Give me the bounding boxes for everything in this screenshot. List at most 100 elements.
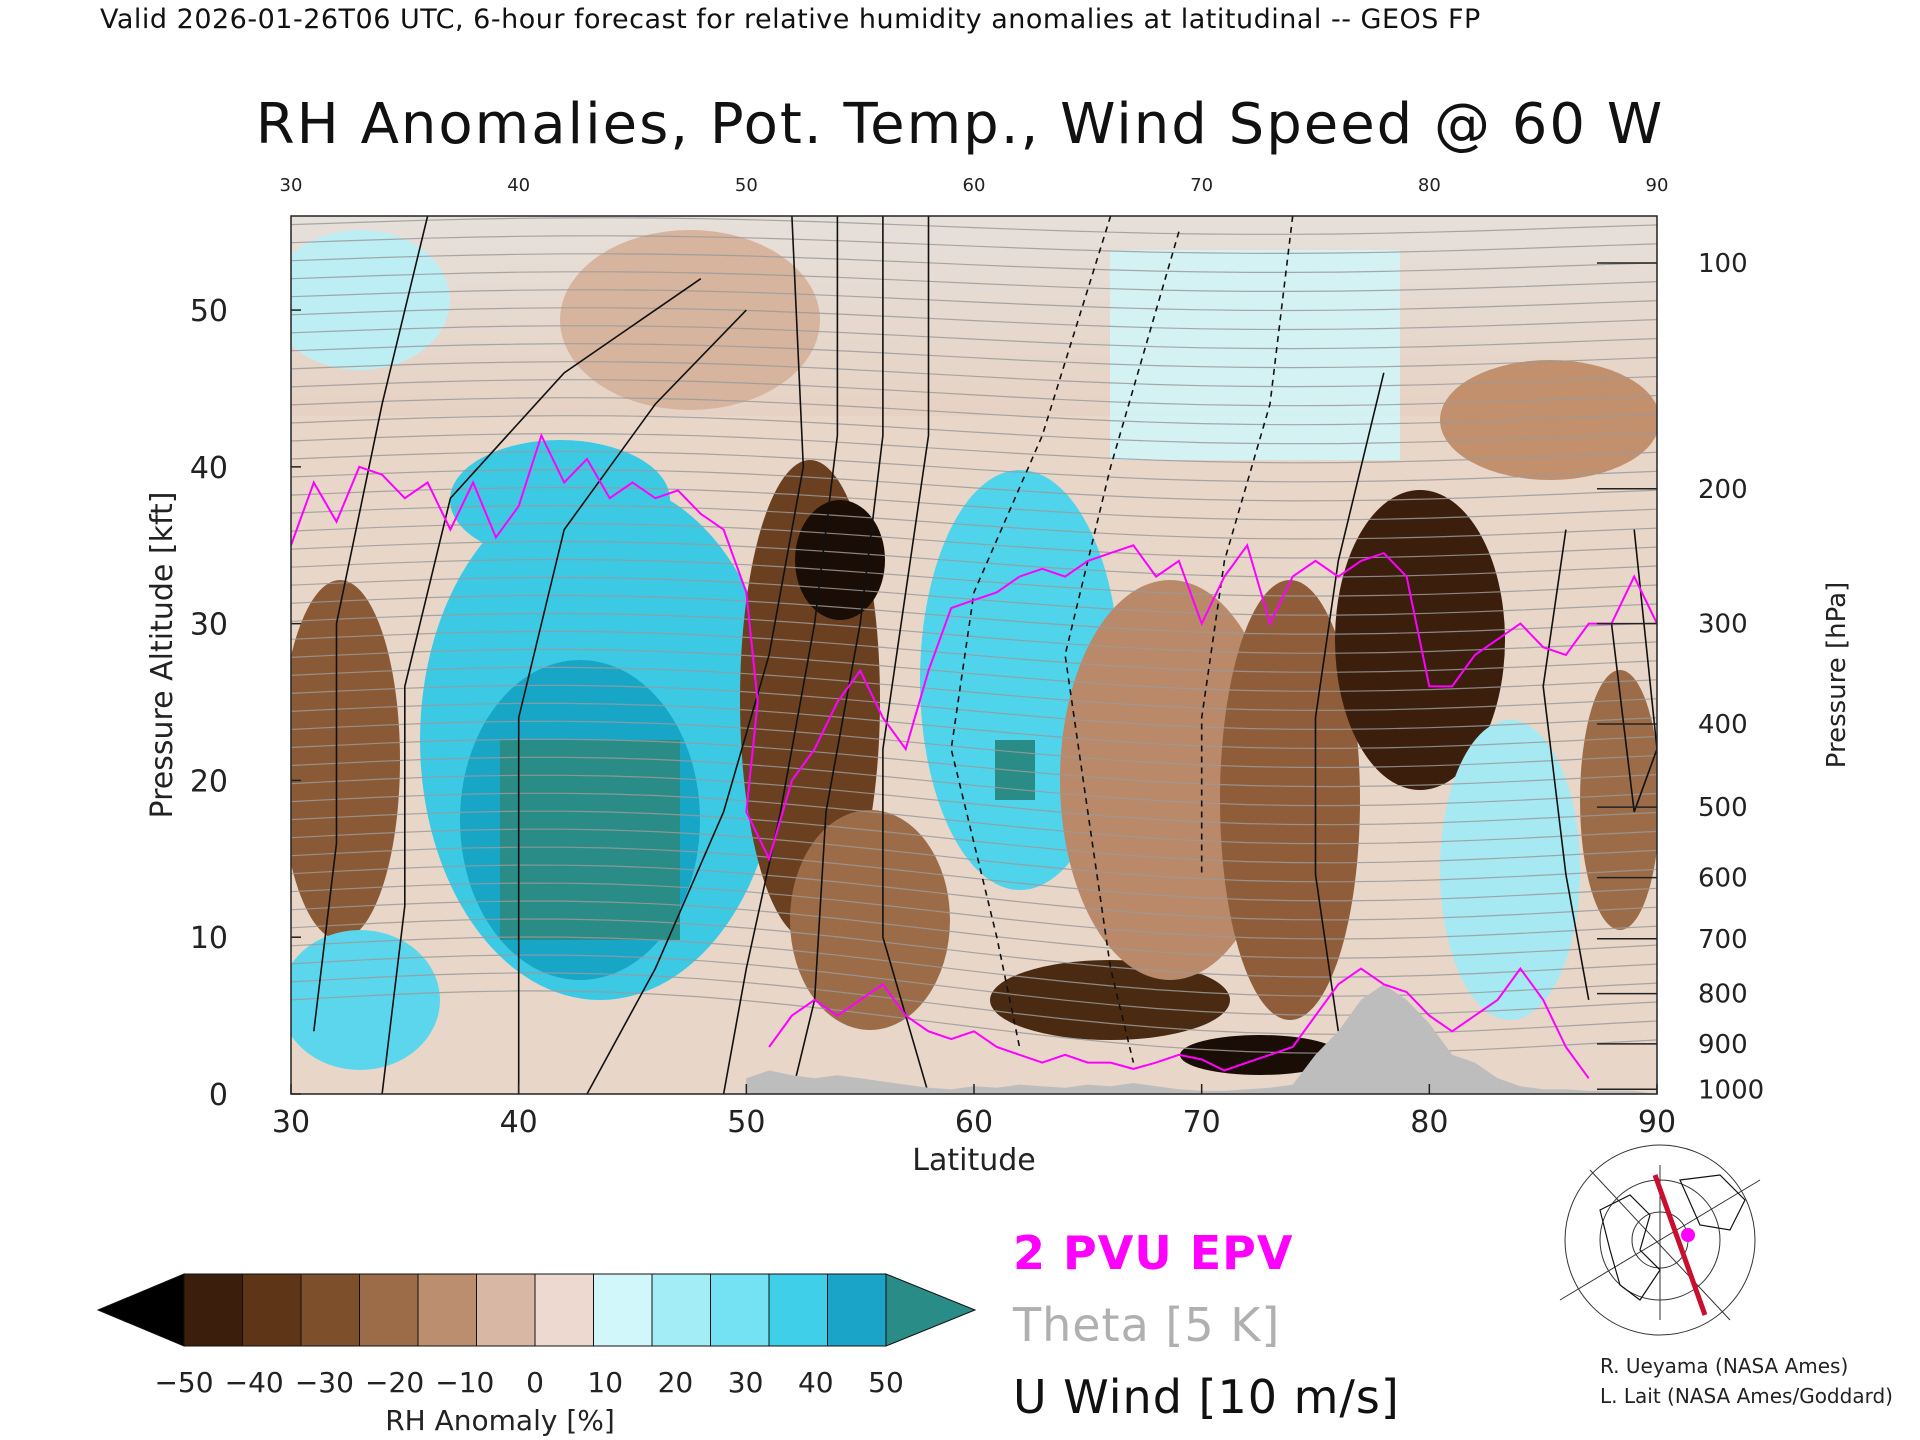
terrain-mask [746, 984, 1657, 1094]
u-wind-contour [722, 216, 839, 1094]
theta-contour [291, 702, 1657, 750]
y-tick-label: 20 [190, 764, 228, 799]
u-wind-contours [313, 216, 1657, 1094]
colorbar-over-triangle [885, 1273, 977, 1347]
theta-contour [291, 468, 1657, 502]
pressure-tick-label: 1000 [1698, 1075, 1764, 1105]
inset-map [1555, 1144, 1761, 1336]
top-x-tick-label: 70 [1190, 175, 1213, 196]
colorbar-tick-label: −40 [225, 1366, 284, 1399]
legend-u-wind: U Wind [10 m/s] [1013, 1370, 1400, 1424]
x-axis: 30 40 50 60 70 80 90 [272, 1084, 1676, 1140]
y-tick-label: 30 [190, 608, 228, 643]
colorbar-tick-label: 20 [658, 1366, 694, 1399]
colorbar-tick-label: −20 [365, 1366, 424, 1399]
x-tick-label: 80 [1410, 1105, 1448, 1140]
u-wind-contour [1314, 372, 1385, 1032]
theta-contour [291, 540, 1657, 578]
colorbar-under-triangle [96, 1273, 185, 1347]
colorbar-tick-label: 0 [526, 1366, 544, 1399]
x-tick-label: 30 [272, 1105, 310, 1140]
colorbar-swatch [827, 1273, 887, 1347]
valid-time-header: Valid 2026-01-26T06 UTC, 6-hour forecast… [100, 4, 1481, 35]
colorbar-swatch [651, 1273, 711, 1347]
pressure-tick-label: 700 [1698, 925, 1748, 955]
theta-contour [291, 450, 1657, 483]
u-wind-contour [950, 216, 1112, 1048]
top-x-tick-label: 50 [735, 175, 758, 196]
top-x-tick-label: 30 [280, 175, 303, 196]
y-axis-right-pressure: 100 200 300 400 500 600 700 800 900 1000 [1597, 249, 1764, 1105]
x-tick-label: 40 [500, 1105, 538, 1140]
theta-contour [291, 666, 1657, 711]
epv-2pvu-line-upper [291, 432, 1657, 862]
colorbar-swatch [534, 1273, 594, 1347]
chart-title: RH Anomalies, Pot. Temp., Wind Speed @ 6… [255, 92, 1665, 157]
y-axis-left: 0 10 20 30 40 50 [190, 294, 301, 1113]
epv-2pvu-line-lower [768, 966, 1590, 1079]
x-axis-label: Latitude [912, 1143, 1035, 1178]
legend-epv: 2 PVU EPV [1013, 1226, 1294, 1280]
theta-contour [291, 253, 1657, 273]
pressure-tick-label: 100 [1698, 249, 1748, 279]
y-tick-label: 40 [190, 451, 228, 486]
pressure-tick-label: 400 [1698, 710, 1748, 740]
theta-contour [291, 684, 1657, 731]
u-wind-contour [517, 309, 747, 1094]
y-axis-label: Pressure Altitude [kft] [145, 492, 180, 819]
theta-contour [291, 235, 1657, 255]
pressure-tick-label: 500 [1698, 793, 1748, 823]
colorbar-tick-label: −30 [295, 1366, 354, 1399]
theta-contour [291, 325, 1657, 350]
pressure-axis-label: Pressure [hPa] [1822, 582, 1852, 769]
u-wind-contour [791, 216, 884, 1094]
theta-contour [291, 432, 1657, 464]
theta-contour [291, 612, 1657, 654]
u-wind-contour [882, 216, 930, 1094]
u-wind-contour [1610, 529, 1657, 813]
theta-contour [291, 361, 1657, 388]
x-tick-label: 90 [1638, 1105, 1676, 1140]
credit-line-2: L. Lait (NASA Ames/Goddard) [1600, 1384, 1893, 1408]
colorbar-swatch [242, 1273, 302, 1347]
theta-contour [291, 594, 1657, 635]
x-tick-label: 50 [727, 1105, 765, 1140]
colorbar-swatch [359, 1273, 419, 1347]
theta-contour [291, 630, 1657, 673]
colorbar-tick-label: −50 [154, 1366, 213, 1399]
theta-contour [291, 200, 1657, 216]
x-tick-label: 60 [955, 1105, 993, 1140]
pressure-tick-label: 600 [1698, 864, 1748, 894]
colorbar-swatch [417, 1273, 477, 1347]
u-wind-contour [1542, 529, 1590, 1001]
colorbar-swatch [300, 1273, 360, 1347]
top-x-tick-label: 80 [1418, 175, 1441, 196]
colorbar-swatch [476, 1273, 536, 1347]
theta-contour [291, 522, 1657, 559]
colorbar-tick-label: 10 [587, 1366, 623, 1399]
colorbar-tick-label: −10 [435, 1366, 494, 1399]
y-tick-label: 50 [190, 294, 228, 329]
colorbar-tick-label: 50 [868, 1366, 904, 1399]
theta-contour [291, 379, 1657, 407]
theta-contour [291, 217, 1657, 235]
colorbar-tick-label: 30 [728, 1366, 764, 1399]
pressure-tick-label: 800 [1698, 980, 1748, 1010]
y-tick-label: 0 [209, 1078, 228, 1113]
legend-theta: Theta [5 K] [1013, 1298, 1281, 1352]
theta-contour [291, 271, 1657, 292]
top-x-axis: 30 40 50 60 70 80 90 [280, 175, 1669, 196]
colorbar: −50 −40 −30 −20 −10 0 10 20 30 40 50 [96, 1273, 977, 1399]
u-wind-contour [313, 216, 429, 1032]
top-x-tick-label: 40 [507, 175, 530, 196]
pressure-tick-label: 300 [1698, 610, 1748, 640]
pressure-tick-label: 200 [1698, 475, 1748, 505]
colorbar-swatch [593, 1273, 653, 1347]
x-tick-label: 70 [1183, 1105, 1221, 1140]
colorbar-swatch [183, 1273, 243, 1347]
u-wind-contour [1200, 216, 1294, 875]
colorbar-label: RH Anomaly [%] [385, 1404, 615, 1437]
colorbar-swatch [710, 1273, 770, 1347]
theta-contour [291, 397, 1657, 426]
